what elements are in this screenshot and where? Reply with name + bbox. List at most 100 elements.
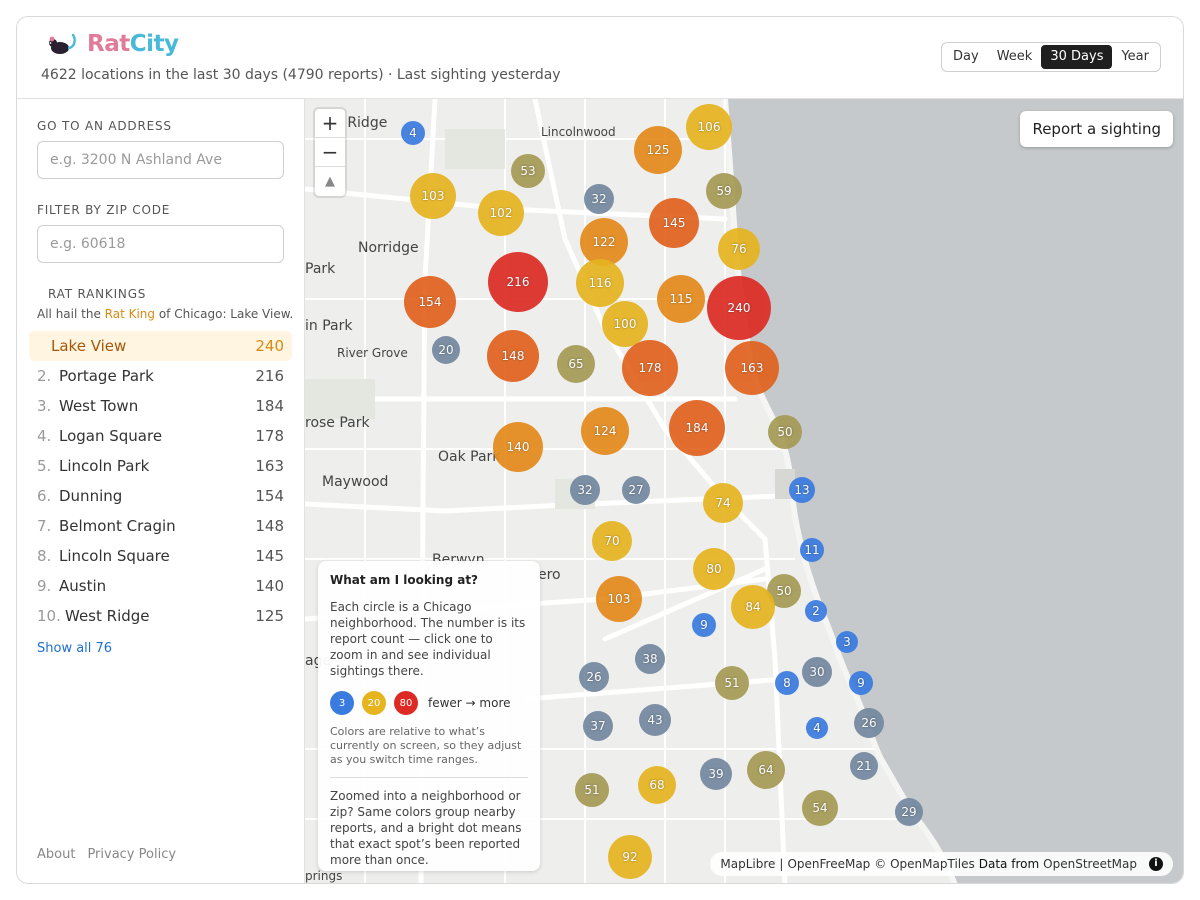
neighborhood-bubble[interactable]: 240 <box>707 276 771 340</box>
neighborhood-bubble[interactable]: 122 <box>580 218 628 266</box>
neighborhood-bubble[interactable]: 103 <box>410 173 456 219</box>
range-30-days[interactable]: 30 Days <box>1041 45 1113 69</box>
neighborhood-bubble[interactable]: 26 <box>579 662 609 692</box>
legend-dot: 80 <box>394 691 418 715</box>
neighborhood-bubble[interactable]: 65 <box>557 345 595 383</box>
ranking-row[interactable]: 3. West Town 184 <box>29 391 292 421</box>
ranking-name: Belmont Cragin <box>59 517 176 535</box>
zoom-in-button[interactable]: + <box>315 109 345 138</box>
attribution-info-icon[interactable]: i <box>1149 857 1163 871</box>
privacy-link[interactable]: Privacy Policy <box>87 847 177 862</box>
openfreemap-link[interactable]: OpenFreeMap <box>787 857 871 871</box>
neighborhood-bubble[interactable]: 51 <box>715 666 749 700</box>
neighborhood-bubble[interactable]: 2 <box>805 600 827 622</box>
neighborhood-bubble[interactable]: 29 <box>895 798 923 826</box>
neighborhood-bubble[interactable]: 50 <box>767 574 801 608</box>
ranking-row[interactable]: 10. West Ridge 125 <box>29 601 292 631</box>
about-link[interactable]: About <box>37 847 76 862</box>
ranking-row[interactable]: 5. Lincoln Park 163 <box>29 451 292 481</box>
ranking-number: 9. <box>37 577 52 595</box>
neighborhood-bubble[interactable]: 145 <box>649 198 699 248</box>
neighborhood-bubble[interactable]: 216 <box>488 252 548 312</box>
ranking-number: 2. <box>37 367 52 385</box>
show-all-link[interactable]: Show all 76 <box>37 641 113 656</box>
place-label: Lincolnwood <box>541 125 616 139</box>
neighborhood-bubble[interactable]: 74 <box>703 483 743 523</box>
ranking-count: 140 <box>255 577 284 595</box>
range-year[interactable]: Year <box>1121 49 1149 64</box>
neighborhood-bubble[interactable]: 125 <box>634 126 682 174</box>
openstreetmap-link[interactable]: OpenStreetMap <box>1043 857 1137 871</box>
neighborhood-bubble[interactable]: 115 <box>657 275 705 323</box>
neighborhood-bubble[interactable]: 106 <box>686 104 732 150</box>
neighborhood-bubble[interactable]: 53 <box>511 154 545 188</box>
report-sighting-button[interactable]: Report a sighting <box>1020 111 1173 147</box>
map[interactable]: rk Ridge Lincolnwood Norridge Park in Park Ri… <box>305 99 1183 883</box>
neighborhood-bubble[interactable]: 8 <box>775 671 799 695</box>
legend-text: fewer → more <box>428 696 511 710</box>
range-day[interactable]: Day <box>953 49 979 64</box>
neighborhood-bubble[interactable]: 178 <box>622 340 678 396</box>
neighborhood-bubble[interactable]: 59 <box>706 173 742 209</box>
neighborhood-bubble[interactable]: 154 <box>404 276 456 328</box>
neighborhood-bubble[interactable]: 103 <box>596 576 642 622</box>
neighborhood-bubble[interactable]: 39 <box>700 758 732 790</box>
neighborhood-bubble[interactable]: 13 <box>789 477 815 503</box>
neighborhood-bubble[interactable]: 54 <box>802 790 838 826</box>
neighborhood-bubble[interactable]: 21 <box>850 752 878 780</box>
neighborhood-bubble[interactable]: 80 <box>693 548 735 590</box>
neighborhood-bubble[interactable]: 76 <box>718 228 760 270</box>
neighborhood-bubble[interactable]: 64 <box>747 751 785 789</box>
neighborhood-bubble[interactable]: 27 <box>622 476 650 504</box>
ranking-row[interactable]: 4. Logan Square 178 <box>29 421 292 451</box>
maplibre-link[interactable]: MapLibre <box>720 857 776 871</box>
address-input[interactable] <box>37 141 284 179</box>
zip-input[interactable] <box>37 225 284 263</box>
neighborhood-bubble[interactable]: 51 <box>575 773 609 807</box>
neighborhood-bubble[interactable]: 4 <box>401 121 425 145</box>
compass-icon[interactable]: ▲ <box>325 174 335 189</box>
neighborhood-bubble[interactable]: 163 <box>725 341 779 395</box>
neighborhood-bubble[interactable]: 9 <box>692 613 716 637</box>
rankings-title: RAT RANKINGS <box>48 287 147 301</box>
ranking-row[interactable]: 9. Austin 140 <box>29 571 292 601</box>
neighborhood-bubble[interactable]: 3 <box>836 631 858 653</box>
attribution-separator: | <box>779 857 784 871</box>
ranking-name: Portage Park <box>59 367 154 385</box>
zoom-out-button[interactable]: − <box>315 138 345 167</box>
neighborhood-bubble[interactable]: 32 <box>584 184 614 214</box>
ranking-row[interactable]: 7. Belmont Cragin 148 <box>29 511 292 541</box>
neighborhood-bubble[interactable]: 116 <box>576 259 624 307</box>
neighborhood-bubble[interactable]: 102 <box>478 190 524 236</box>
ranking-row[interactable]: 6. Dunning 154 <box>29 481 292 511</box>
neighborhood-bubble[interactable]: 68 <box>638 766 676 804</box>
logo[interactable]: RatCity <box>43 29 179 59</box>
neighborhood-bubble[interactable]: 70 <box>592 521 632 561</box>
neighborhood-bubble[interactable]: 32 <box>570 475 600 505</box>
info-body: Each circle is a Chicago neighborhood. T… <box>330 600 526 678</box>
neighborhood-bubble[interactable]: 26 <box>854 708 884 738</box>
openmaptiles-link[interactable]: © OpenMapTiles <box>874 857 975 871</box>
neighborhood-bubble[interactable]: 9 <box>849 671 873 695</box>
neighborhood-bubble[interactable]: 11 <box>800 538 824 562</box>
neighborhood-bubble[interactable]: 4 <box>806 717 828 739</box>
ranking-row[interactable]: Lake View 240 <box>29 331 292 361</box>
neighborhood-bubble[interactable]: 100 <box>602 301 648 347</box>
zip-label: FILTER BY ZIP CODE <box>37 203 171 217</box>
range-week[interactable]: Week <box>996 49 1033 64</box>
neighborhood-bubble[interactable]: 50 <box>768 415 802 449</box>
neighborhood-bubble[interactable]: 38 <box>635 644 665 674</box>
neighborhood-bubble[interactable]: 43 <box>639 704 671 736</box>
neighborhood-bubble[interactable]: 148 <box>487 330 539 382</box>
data-from-text: Data from <box>978 857 1040 871</box>
ranking-row[interactable]: 2. Portage Park 216 <box>29 361 292 391</box>
neighborhood-bubble[interactable]: 92 <box>608 835 652 879</box>
neighborhood-bubble[interactable]: 37 <box>583 711 613 741</box>
neighborhood-bubble[interactable]: 140 <box>493 422 543 472</box>
neighborhood-bubble[interactable]: 124 <box>581 407 629 455</box>
ranking-row[interactable]: 8. Lincoln Square 145 <box>29 541 292 571</box>
neighborhood-bubble[interactable]: 84 <box>731 585 775 629</box>
neighborhood-bubble[interactable]: 184 <box>669 400 725 456</box>
neighborhood-bubble[interactable]: 20 <box>432 336 460 364</box>
neighborhood-bubble[interactable]: 30 <box>802 657 832 687</box>
